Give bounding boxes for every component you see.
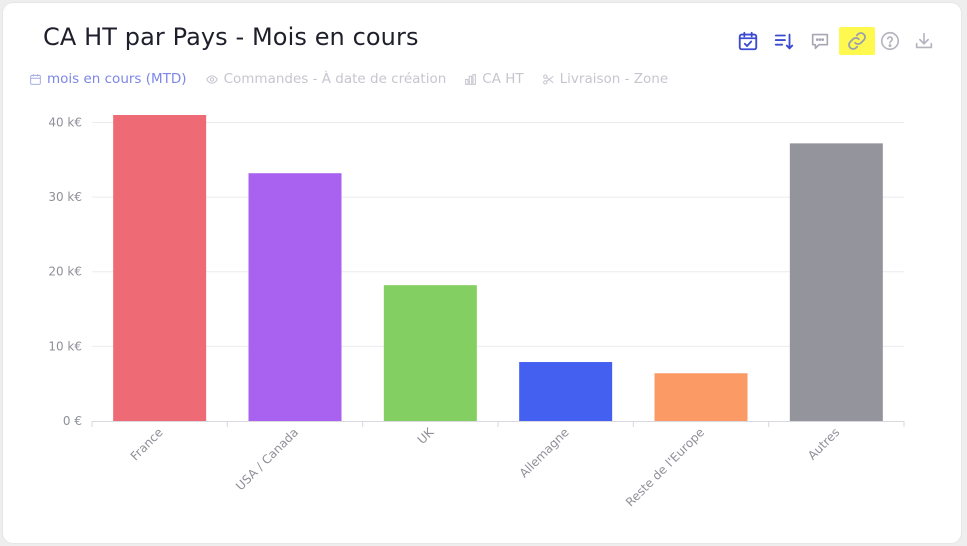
x-tick-label: USA / Canada bbox=[233, 425, 301, 493]
y-tick-label: 40 k€ bbox=[48, 115, 82, 129]
filter-orders[interactable]: Commandes - À date de création bbox=[205, 71, 447, 87]
bar bbox=[519, 362, 613, 421]
comment-icon bbox=[811, 33, 829, 50]
download-icon bbox=[915, 32, 933, 49]
x-tick-label: Autres bbox=[805, 425, 842, 462]
chart-title: CA HT par Pays - Mois en cours bbox=[43, 23, 419, 51]
bar bbox=[789, 143, 883, 422]
help-button[interactable] bbox=[875, 27, 905, 55]
help-icon bbox=[880, 31, 900, 51]
y-tick-label: 0 € bbox=[63, 414, 82, 428]
y-tick-label: 20 k€ bbox=[48, 265, 82, 279]
bar-chart: 0 € 10 k€ 20 k€ 30 k€ 40 k€ France USA / Canad… bbox=[48, 115, 905, 509]
filter-period[interactable]: mois en cours (MTD) bbox=[29, 71, 187, 87]
filter-orders-label: Commandes - À date de création bbox=[223, 71, 447, 87]
x-tick-label: Allemagne bbox=[517, 425, 572, 480]
calendar-check-icon bbox=[738, 31, 758, 51]
x-tick-label: France bbox=[128, 425, 166, 463]
filter-dimension-label: Livraison - Zone bbox=[559, 71, 669, 87]
filter-dimension[interactable]: Livraison - Zone bbox=[542, 71, 669, 87]
bar bbox=[383, 285, 477, 421]
bar-chart-icon bbox=[465, 73, 477, 85]
x-tick-label: Reste de l'Europe bbox=[623, 425, 707, 509]
calendar-icon bbox=[30, 73, 41, 85]
bar bbox=[113, 115, 207, 421]
filter-period-label: mois en cours (MTD) bbox=[47, 71, 187, 87]
share-link-button[interactable] bbox=[839, 27, 875, 55]
sort-desc-icon bbox=[774, 33, 794, 50]
link-icon bbox=[848, 32, 866, 50]
download-button[interactable] bbox=[909, 27, 939, 55]
chart-card: CA HT par Pays - Mois en cours bbox=[3, 3, 961, 543]
bar bbox=[654, 373, 748, 421]
eye-icon bbox=[205, 74, 218, 84]
sort-button[interactable] bbox=[769, 27, 799, 55]
filter-bar: mois en cours (MTD) Commandes - À date d… bbox=[29, 69, 686, 89]
chart-toolbar bbox=[3, 27, 961, 59]
scissors-icon bbox=[542, 74, 554, 84]
date-range-button[interactable] bbox=[733, 27, 763, 55]
bar bbox=[248, 173, 342, 421]
y-tick-label: 10 k€ bbox=[48, 339, 82, 353]
comment-button[interactable] bbox=[805, 27, 835, 55]
y-tick-label: 30 k€ bbox=[48, 190, 82, 204]
filter-metric-label: CA HT bbox=[482, 71, 524, 87]
filter-metric[interactable]: CA HT bbox=[464, 71, 524, 87]
x-tick-label: UK bbox=[415, 424, 437, 446]
